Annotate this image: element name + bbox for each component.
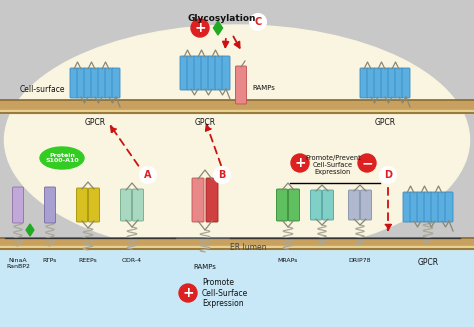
FancyBboxPatch shape bbox=[194, 56, 202, 90]
FancyBboxPatch shape bbox=[361, 190, 372, 220]
Text: Promote
Cell-Surface
Expression: Promote Cell-Surface Expression bbox=[202, 278, 248, 308]
Circle shape bbox=[179, 284, 197, 302]
FancyBboxPatch shape bbox=[424, 192, 432, 222]
Text: GPCR: GPCR bbox=[84, 118, 106, 127]
FancyBboxPatch shape bbox=[410, 192, 418, 222]
Text: RTPs: RTPs bbox=[43, 258, 57, 263]
FancyBboxPatch shape bbox=[98, 68, 106, 98]
Bar bbox=[0, 110, 474, 113]
Polygon shape bbox=[213, 21, 223, 35]
Ellipse shape bbox=[40, 147, 84, 169]
FancyBboxPatch shape bbox=[222, 56, 230, 90]
Text: GPCR: GPCR bbox=[194, 118, 216, 127]
FancyBboxPatch shape bbox=[120, 189, 131, 221]
Polygon shape bbox=[26, 224, 34, 236]
Circle shape bbox=[140, 167, 156, 183]
FancyBboxPatch shape bbox=[438, 192, 446, 222]
FancyBboxPatch shape bbox=[381, 68, 389, 98]
Circle shape bbox=[291, 154, 309, 172]
Text: Protein
S100-A10: Protein S100-A10 bbox=[45, 153, 79, 164]
Text: REEPs: REEPs bbox=[79, 258, 97, 263]
Bar bbox=[0, 100, 474, 110]
Text: DRIP78: DRIP78 bbox=[349, 258, 371, 263]
FancyBboxPatch shape bbox=[322, 190, 334, 220]
FancyBboxPatch shape bbox=[215, 56, 223, 90]
Text: C: C bbox=[255, 17, 262, 27]
FancyBboxPatch shape bbox=[206, 178, 218, 222]
Bar bbox=[0, 242, 474, 327]
FancyBboxPatch shape bbox=[417, 192, 425, 222]
FancyBboxPatch shape bbox=[403, 192, 411, 222]
Text: MRAPs: MRAPs bbox=[278, 258, 298, 263]
Text: ODR-4: ODR-4 bbox=[122, 258, 142, 263]
Text: GPCR: GPCR bbox=[374, 118, 396, 127]
FancyBboxPatch shape bbox=[12, 187, 24, 223]
FancyBboxPatch shape bbox=[310, 190, 321, 220]
Circle shape bbox=[358, 154, 376, 172]
FancyBboxPatch shape bbox=[208, 56, 216, 90]
FancyBboxPatch shape bbox=[348, 190, 359, 220]
FancyBboxPatch shape bbox=[367, 68, 375, 98]
Text: RAMPs: RAMPs bbox=[252, 85, 275, 91]
Text: Promote/Prevent
Cell-Surface
Expression: Promote/Prevent Cell-Surface Expression bbox=[305, 155, 361, 175]
FancyBboxPatch shape bbox=[187, 56, 195, 90]
Text: +: + bbox=[182, 286, 194, 300]
Text: +: + bbox=[194, 21, 206, 35]
FancyBboxPatch shape bbox=[105, 68, 113, 98]
Circle shape bbox=[250, 14, 266, 30]
Circle shape bbox=[191, 19, 209, 37]
FancyBboxPatch shape bbox=[180, 56, 188, 90]
FancyBboxPatch shape bbox=[133, 189, 144, 221]
Ellipse shape bbox=[4, 25, 470, 255]
Text: −: − bbox=[361, 156, 373, 170]
FancyBboxPatch shape bbox=[89, 188, 100, 222]
FancyBboxPatch shape bbox=[192, 178, 204, 222]
FancyBboxPatch shape bbox=[70, 68, 78, 98]
FancyBboxPatch shape bbox=[445, 192, 453, 222]
FancyBboxPatch shape bbox=[431, 192, 439, 222]
Text: D: D bbox=[384, 170, 392, 180]
Circle shape bbox=[214, 167, 230, 183]
FancyBboxPatch shape bbox=[91, 68, 99, 98]
Text: A: A bbox=[144, 170, 152, 180]
Text: NinaA
RanBP2: NinaA RanBP2 bbox=[6, 258, 30, 269]
FancyBboxPatch shape bbox=[289, 189, 300, 221]
Text: B: B bbox=[219, 170, 226, 180]
FancyBboxPatch shape bbox=[76, 188, 88, 222]
Text: Glycosylation: Glycosylation bbox=[188, 14, 256, 23]
FancyBboxPatch shape bbox=[45, 187, 55, 223]
FancyBboxPatch shape bbox=[112, 68, 120, 98]
Text: +: + bbox=[294, 156, 306, 170]
Bar bbox=[0, 246, 474, 249]
FancyBboxPatch shape bbox=[276, 189, 288, 221]
FancyBboxPatch shape bbox=[402, 68, 410, 98]
FancyBboxPatch shape bbox=[84, 68, 92, 98]
Text: Cell-surface: Cell-surface bbox=[20, 85, 65, 95]
FancyBboxPatch shape bbox=[77, 68, 85, 98]
Text: GPCR: GPCR bbox=[418, 258, 438, 267]
Circle shape bbox=[380, 167, 396, 183]
FancyBboxPatch shape bbox=[395, 68, 403, 98]
FancyBboxPatch shape bbox=[374, 68, 382, 98]
FancyBboxPatch shape bbox=[236, 66, 246, 104]
Bar bbox=[0, 238, 474, 246]
FancyBboxPatch shape bbox=[201, 56, 209, 90]
Text: RAMPs: RAMPs bbox=[193, 264, 217, 270]
Text: ER lumen: ER lumen bbox=[230, 243, 266, 252]
FancyBboxPatch shape bbox=[388, 68, 396, 98]
FancyBboxPatch shape bbox=[360, 68, 368, 98]
